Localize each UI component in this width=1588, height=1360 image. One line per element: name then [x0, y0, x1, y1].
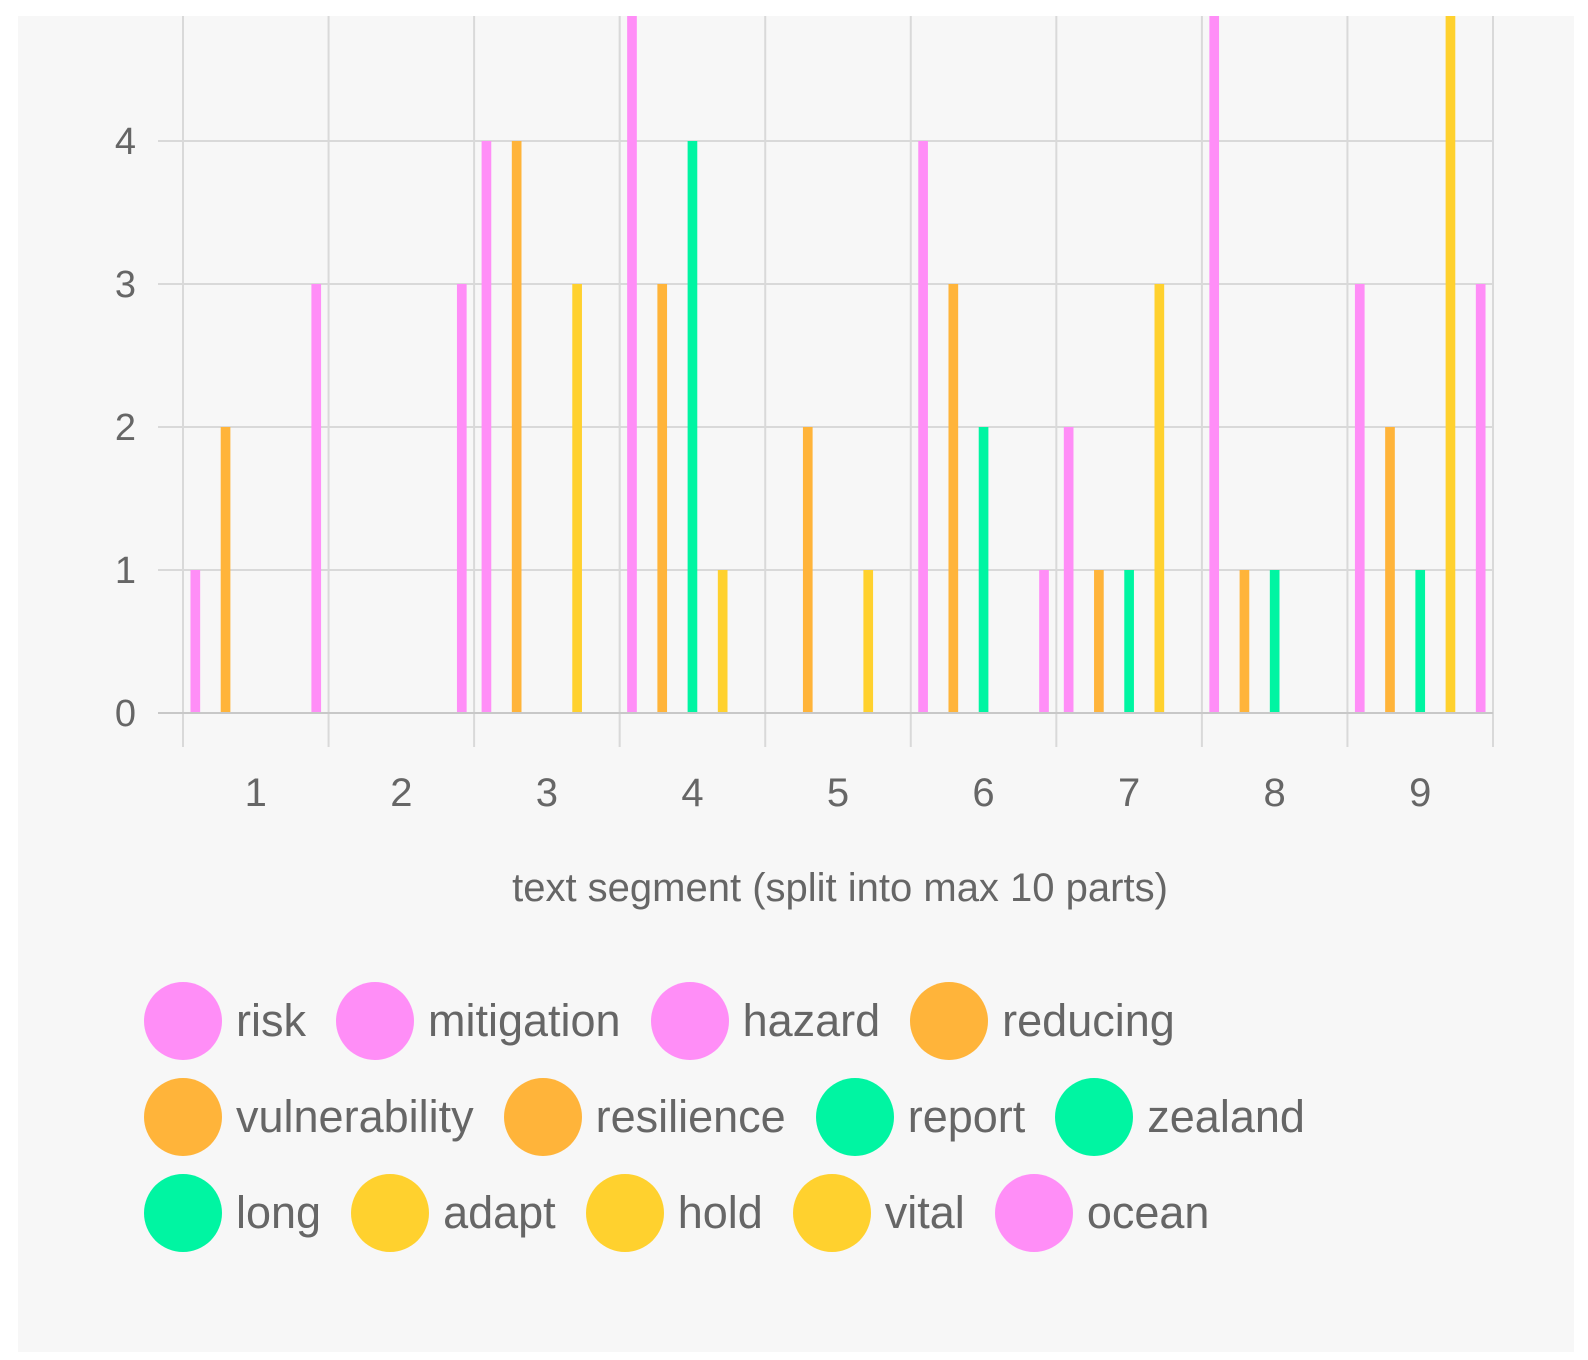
bar-risk-8 [1209, 16, 1220, 713]
bar-reducing-1 [220, 427, 231, 713]
bar-reducing-6 [948, 284, 959, 713]
y-tick-label: 0 [115, 693, 136, 735]
bar-reducing-3 [511, 141, 522, 713]
legend-item-risk[interactable]: risk [144, 982, 306, 1060]
bar-adapt-4 [717, 570, 728, 713]
legend-label: long [236, 1187, 322, 1238]
legend-item-zealand[interactable]: zealand [1055, 1078, 1305, 1156]
legend-row: vulnerability resilience report zealand [144, 1078, 1474, 1156]
legend-item-ocean[interactable]: ocean [994, 1174, 1210, 1252]
y-tick-label: 1 [115, 550, 136, 592]
x-axis-ticks: 1 2 3 4 5 6 7 8 9 [245, 771, 1432, 815]
x-tick-label: 7 [1118, 771, 1140, 815]
x-tick-label: 8 [1264, 771, 1286, 815]
legend-row: risk mitigation hazard reducing [144, 982, 1474, 1060]
legend-label: hold [677, 1187, 763, 1238]
legend-swatch [144, 982, 222, 1060]
legend-label: vulnerability [236, 1091, 474, 1142]
bar-report-6 [978, 427, 989, 713]
bar-reducing-5 [802, 427, 813, 713]
bar-ocean-1 [311, 284, 322, 713]
bar-ocean-9 [1475, 284, 1486, 713]
legend-swatch [335, 982, 414, 1060]
legend-swatch [910, 982, 989, 1060]
legend-label: vital [884, 1187, 965, 1238]
legend-swatch [351, 1174, 430, 1252]
legend-swatch [503, 1078, 582, 1156]
bar-adapt-9 [1445, 16, 1456, 713]
y-tick-label: 4 [115, 121, 136, 163]
legend-swatch [144, 1174, 222, 1252]
bar-reducing-9 [1385, 427, 1395, 713]
bar-report-9 [1415, 570, 1426, 713]
y-tick-label: 2 [115, 407, 136, 449]
legend-item-vital[interactable]: vital [792, 1174, 965, 1252]
legend-item-hold[interactable]: hold [585, 1174, 763, 1252]
bar-adapt-5 [863, 570, 874, 713]
legend-label: adapt [443, 1187, 556, 1238]
legend-label: mitigation [427, 995, 621, 1046]
bar-risk-6 [918, 141, 928, 713]
legend-label: ocean [1086, 1187, 1210, 1238]
bar-adapt-7 [1154, 284, 1165, 713]
legend-item-hazard[interactable]: hazard [650, 982, 881, 1060]
bar-report-4 [687, 141, 698, 713]
legend-item-long[interactable]: long [144, 1174, 321, 1252]
legend-label: zealand [1147, 1091, 1305, 1142]
x-axis-label: text segment (split into max 10 parts) [512, 866, 1168, 910]
chart-panel: 0 1 2 3 4 1 2 3 4 5 6 7 8 9 text segment (split into… [18, 16, 1574, 1352]
legend-item-mitigation[interactable]: mitigation [335, 982, 621, 1060]
legend-swatch [650, 982, 729, 1060]
legend-label: hazard [742, 995, 881, 1046]
legend-label: report [907, 1091, 1026, 1142]
bar-reducing-8 [1239, 570, 1250, 713]
legend-label: reducing [1002, 995, 1175, 1046]
legend-item-resilience[interactable]: resilience [503, 1078, 786, 1156]
x-tick-label: 3 [536, 771, 558, 815]
legend-swatch [994, 1174, 1073, 1252]
legend-swatch [792, 1174, 871, 1252]
bar-ocean-2 [456, 284, 467, 713]
bar-adapt-3 [572, 284, 582, 713]
bars [158, 16, 1493, 714]
x-tick-label: 5 [827, 771, 849, 815]
bar-risk-7 [1063, 427, 1074, 713]
legend-label: risk [236, 995, 306, 1046]
legend-item-report[interactable]: report [815, 1078, 1026, 1156]
bar-risk-9 [1354, 284, 1365, 713]
bar-reducing-4 [657, 284, 668, 713]
legend-label: resilience [595, 1091, 786, 1142]
bar-risk-1 [190, 570, 201, 713]
bar-chart: 0 1 2 3 4 1 2 3 4 5 6 7 8 9 text segment (split into… [115, 16, 1494, 910]
bar-risk-3 [481, 141, 492, 713]
legend-swatch [585, 1174, 664, 1252]
x-tick-label: 1 [245, 771, 267, 815]
legend-swatch [1055, 1078, 1134, 1156]
x-tick-label: 6 [972, 771, 994, 815]
legend-swatch [144, 1078, 222, 1156]
bar-report-8 [1269, 570, 1280, 713]
bar-risk-4 [627, 16, 637, 713]
bar-report-7 [1124, 570, 1134, 713]
legend-swatch [815, 1078, 894, 1156]
grid-lines [158, 16, 1494, 747]
x-tick-label: 4 [681, 771, 703, 815]
x-tick-label: 9 [1409, 771, 1431, 815]
legend-item-reducing[interactable]: reducing [910, 982, 1175, 1060]
legend-item-vulnerability[interactable]: vulnerability [144, 1078, 474, 1156]
x-tick-label: 2 [390, 771, 412, 815]
legend-item-adapt[interactable]: adapt [351, 1174, 556, 1252]
legend: risk mitigation hazard reducing vulnerabilit… [144, 982, 1474, 1270]
bar-ocean-6 [1039, 570, 1049, 713]
y-tick-label: 3 [115, 264, 136, 306]
y-axis-ticks: 0 1 2 3 4 [115, 121, 136, 735]
legend-row: long adapt hold vital ocean [144, 1174, 1474, 1252]
bar-reducing-7 [1094, 570, 1104, 713]
